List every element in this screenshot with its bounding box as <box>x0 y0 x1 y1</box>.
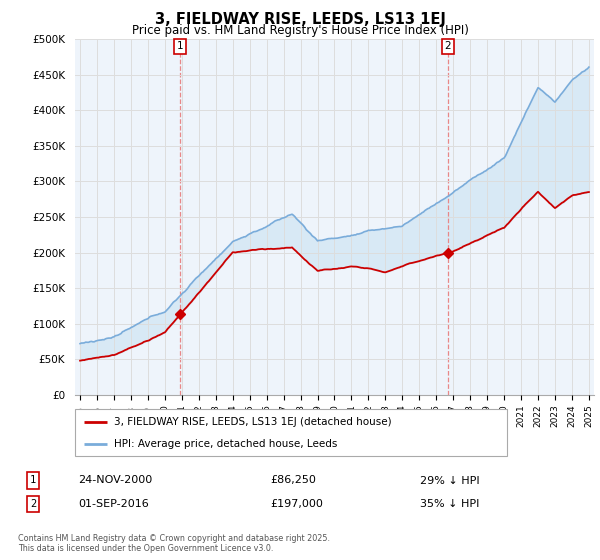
Text: 3, FIELDWAY RISE, LEEDS, LS13 1EJ (detached house): 3, FIELDWAY RISE, LEEDS, LS13 1EJ (detac… <box>114 417 392 427</box>
FancyBboxPatch shape <box>75 409 507 456</box>
Text: 35% ↓ HPI: 35% ↓ HPI <box>420 499 479 509</box>
Text: Price paid vs. HM Land Registry's House Price Index (HPI): Price paid vs. HM Land Registry's House … <box>131 24 469 36</box>
Text: Contains HM Land Registry data © Crown copyright and database right 2025.
This d: Contains HM Land Registry data © Crown c… <box>18 534 330 553</box>
Text: 01-SEP-2016: 01-SEP-2016 <box>78 499 149 509</box>
Text: 24-NOV-2000: 24-NOV-2000 <box>78 475 152 486</box>
Text: HPI: Average price, detached house, Leeds: HPI: Average price, detached house, Leed… <box>114 438 337 449</box>
Text: 1: 1 <box>30 475 36 486</box>
Text: 2: 2 <box>30 499 36 509</box>
Text: 29% ↓ HPI: 29% ↓ HPI <box>420 475 479 486</box>
Text: 1: 1 <box>177 41 184 52</box>
Text: £197,000: £197,000 <box>270 499 323 509</box>
Text: 3, FIELDWAY RISE, LEEDS, LS13 1EJ: 3, FIELDWAY RISE, LEEDS, LS13 1EJ <box>155 12 445 27</box>
Text: £86,250: £86,250 <box>270 475 316 486</box>
Text: 2: 2 <box>445 41 451 52</box>
